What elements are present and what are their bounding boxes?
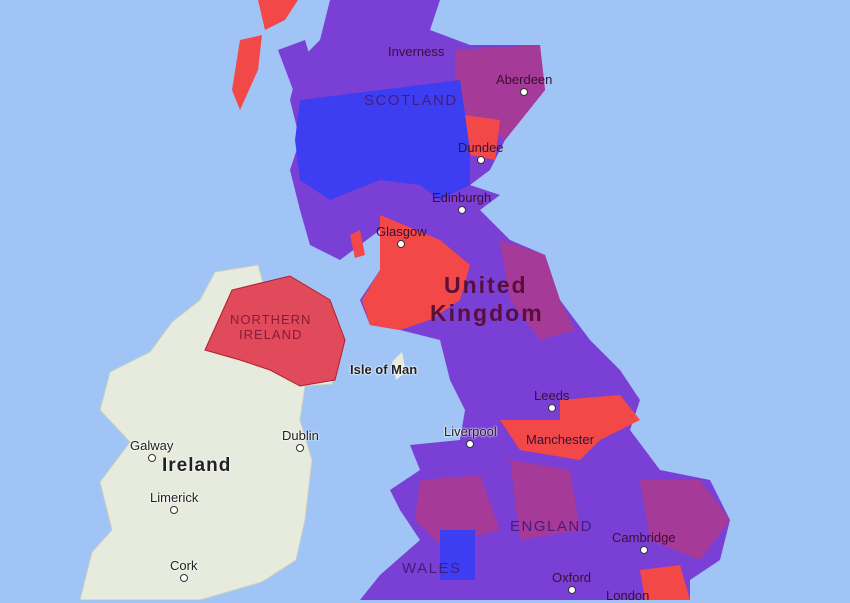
arran-island (350, 230, 365, 258)
outer-hebrides[interactable] (232, 35, 262, 110)
label-edinburgh: Edinburgh (432, 190, 491, 214)
label-aberdeen: Aberdeen (496, 72, 552, 96)
label-cork: Cork (170, 558, 197, 582)
label-liverpool: Liverpool (444, 424, 497, 448)
label-ireland-ni: IRELAND (239, 327, 303, 342)
region-northeast[interactable] (500, 240, 575, 340)
region-wales-south[interactable] (440, 530, 475, 580)
region-london[interactable] (640, 565, 690, 600)
region-central-scotland[interactable] (295, 80, 470, 200)
label-england: ENGLAND (510, 518, 594, 535)
label-inverness: Inverness (388, 44, 445, 59)
label-london: London (606, 588, 650, 603)
label-scotland: SCOTLAND (364, 92, 458, 109)
region-midlands[interactable] (510, 460, 580, 540)
label-glasgow: Glasgow (376, 224, 427, 248)
label-cambridge: Cambridge (612, 530, 676, 554)
label-manchester: Manchester (526, 432, 594, 447)
label-wales: WALES (402, 560, 462, 577)
label-united: United (444, 272, 528, 298)
region-manchester[interactable] (500, 420, 600, 460)
region-wales-mid[interactable] (415, 475, 500, 545)
label-galway: Galway (130, 438, 173, 462)
northern-ireland-region[interactable] (204, 275, 346, 387)
label-leeds: Leeds (534, 388, 569, 412)
label-ireland: Ireland (162, 455, 232, 476)
label-kingdom: Kingdom (430, 300, 544, 326)
label-northern-ireland: NORTHERN IRELAND (230, 312, 311, 342)
label-limerick: Limerick (150, 490, 198, 514)
label-isle-of-man: Isle of Man (350, 362, 418, 377)
label-dundee: Dundee (458, 140, 504, 164)
region-yorkshire[interactable] (560, 395, 640, 440)
orkney-islands[interactable] (258, 0, 298, 30)
label-northern: NORTHERN (230, 312, 312, 327)
skye-island[interactable] (278, 40, 320, 95)
label-oxford: Oxford (552, 570, 591, 594)
label-dublin: Dublin (282, 428, 319, 452)
isle-of-man-landmass (392, 352, 406, 380)
